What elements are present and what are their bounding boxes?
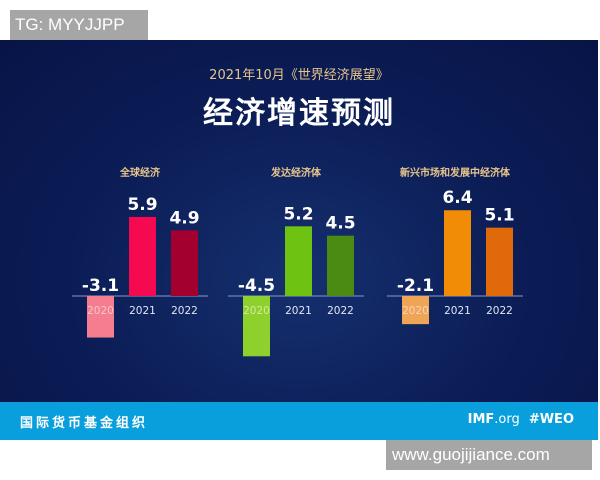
chart-title: 全球经济	[119, 166, 161, 179]
chart-title: 发达经济体	[270, 166, 322, 179]
year-label: 2020	[402, 305, 429, 317]
bar-2022	[171, 230, 198, 296]
year-label: 2022	[486, 305, 513, 317]
site-bold: IMF	[467, 412, 495, 427]
year-label: 2021	[285, 305, 312, 317]
value-label: -3.1	[82, 276, 119, 296]
page-title: 经济增速预测	[203, 96, 395, 131]
footer-bar: 国际货币基金组织 IMF.org #WEO	[0, 402, 598, 440]
value-label: 4.9	[169, 208, 199, 228]
year-label: 2022	[327, 305, 354, 317]
year-label: 2022	[171, 305, 198, 317]
bar-2020	[87, 296, 114, 338]
chart-title: 新兴市场和发展中经济体	[400, 166, 511, 179]
bar-2022	[327, 235, 354, 296]
value-label: 6.4	[442, 188, 472, 208]
year-label: 2020	[87, 305, 114, 317]
value-label: 5.1	[484, 206, 514, 226]
footer-links: IMF.org #WEO	[468, 412, 574, 427]
subtitle: 2021年10月《世界经济展望》	[209, 68, 389, 83]
bar-2020	[243, 296, 270, 357]
value-label: 5.9	[127, 195, 157, 215]
bar-2020	[402, 296, 429, 325]
value-label: 4.5	[325, 214, 355, 234]
bar-2021	[129, 216, 156, 296]
year-label: 2021	[444, 305, 471, 317]
year-label: 2020	[243, 305, 270, 317]
bar-2021	[285, 226, 312, 296]
value-label: 5.2	[283, 204, 313, 224]
hashtag: #WEO	[528, 412, 574, 427]
year-label: 2021	[129, 305, 156, 317]
bar-2022	[486, 227, 513, 296]
watermark-bottom: www.guojijiance.com	[386, 440, 592, 470]
org-name: 国际货币基金组织	[20, 416, 149, 431]
site-rest: .org	[494, 412, 520, 427]
bar-2021	[444, 210, 471, 296]
watermark-top: TG: MYYJJPP	[10, 10, 148, 40]
value-label: -2.1	[397, 276, 434, 296]
value-label: -4.5	[238, 276, 275, 296]
